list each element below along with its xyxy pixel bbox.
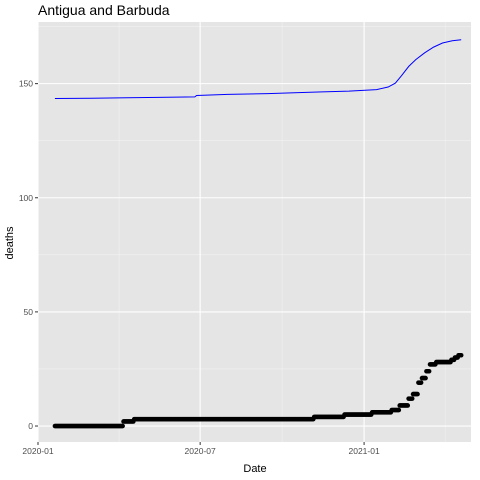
y-tick-label: 0 (28, 421, 33, 431)
y-axis: 0 50 100 150 (19, 79, 38, 431)
y-tick-label: 150 (19, 79, 33, 89)
data-point (405, 403, 411, 408)
plot-panel (38, 22, 471, 442)
data-point (409, 396, 415, 401)
series-line (54, 39, 462, 99)
grid-lines (37, 22, 471, 442)
x-axis: 2020-01 2020-07 2021-01 (22, 442, 380, 456)
data-point (418, 380, 424, 385)
data-point (426, 368, 432, 374)
data-point (415, 391, 420, 397)
series-points-group (52, 352, 464, 429)
data-point (458, 352, 464, 358)
chart-title: Antigua and Barbuda (38, 2, 170, 18)
y-axis-title: deaths (4, 226, 16, 260)
y-tick-label: 100 (19, 193, 33, 203)
y-tick-label: 50 (24, 307, 34, 317)
x-tick-label: 2020-01 (22, 446, 53, 456)
data-point (120, 423, 125, 429)
x-tick-label: 2021-01 (348, 446, 379, 456)
series-line-group (54, 39, 462, 99)
x-tick-label: 2020-07 (185, 446, 216, 456)
data-point (423, 375, 428, 381)
data-point (396, 407, 402, 413)
x-axis-title: Date (243, 463, 266, 475)
